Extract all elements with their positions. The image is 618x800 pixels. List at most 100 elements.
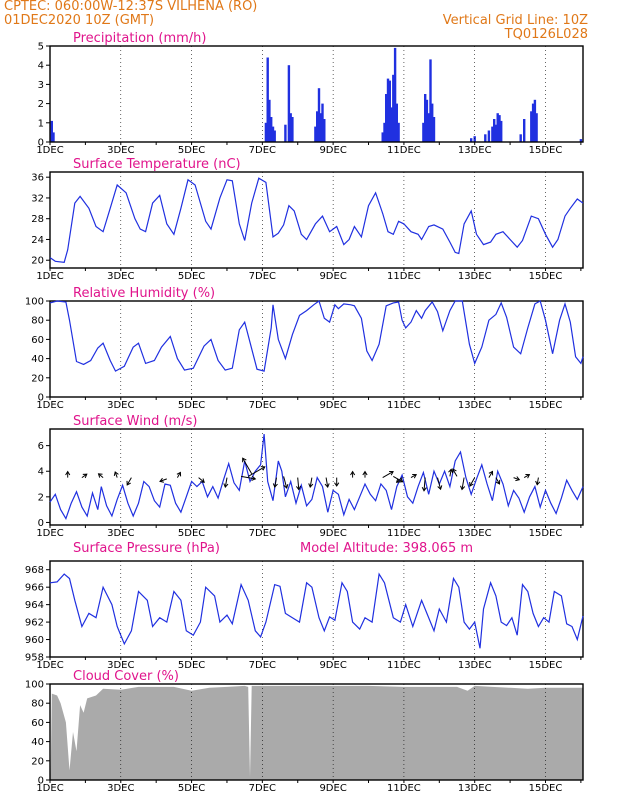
precip-bar bbox=[271, 126, 275, 142]
precip-bar bbox=[266, 57, 269, 142]
x-tick-label: 11DEC bbox=[387, 528, 421, 539]
x-tick-label: 7DEC bbox=[249, 783, 276, 794]
precip-bar bbox=[498, 115, 501, 142]
x-tick-label: 7DEC bbox=[249, 528, 276, 539]
x-tick-label: 1DEC bbox=[36, 145, 63, 156]
wind-vector-head bbox=[324, 483, 330, 489]
x-tick-label: 13DEC bbox=[458, 271, 492, 282]
wind-vector bbox=[449, 469, 452, 477]
wind-vector-head bbox=[308, 483, 314, 489]
wind-vector-head bbox=[159, 477, 165, 483]
station-title: CPTEC: 060:00W-12:37S VILHENA (RO) bbox=[4, 0, 258, 14]
y-tick-label: 40 bbox=[31, 354, 44, 365]
precip-bar bbox=[390, 107, 393, 142]
y-tick-label: 80 bbox=[31, 699, 44, 710]
x-tick-label: 11DEC bbox=[387, 400, 421, 411]
panel-frame bbox=[49, 428, 584, 526]
precip-bar bbox=[425, 99, 429, 142]
x-tick-label: 15DEC bbox=[529, 660, 563, 671]
precip-bar bbox=[314, 126, 317, 142]
x-tick-label: 7DEC bbox=[249, 145, 276, 156]
precip-bar bbox=[431, 103, 434, 142]
wind-vector-head bbox=[488, 470, 494, 476]
wind-vector bbox=[488, 471, 493, 478]
y-tick-label: 60 bbox=[31, 718, 44, 729]
x-tick-label: 11DEC bbox=[387, 783, 421, 794]
wind-vector bbox=[469, 477, 476, 487]
x-tick-label: 15DEC bbox=[529, 400, 563, 411]
wind-vector bbox=[81, 473, 88, 479]
y-tick-label: 962 bbox=[25, 618, 44, 629]
wind-vector bbox=[242, 457, 253, 475]
y-tick-label: 0 bbox=[38, 776, 44, 787]
y-tick-label: 20 bbox=[31, 756, 44, 767]
cloud-cover-area bbox=[50, 685, 583, 780]
precip-bar bbox=[397, 122, 400, 142]
panel-title-3: Surface Wind (m/s) bbox=[73, 414, 197, 429]
wind-vector bbox=[423, 477, 426, 491]
panel-frame bbox=[49, 560, 584, 658]
x-tick-label: 13DEC bbox=[458, 400, 492, 411]
wind-vector-head bbox=[437, 485, 443, 491]
series-line-2 bbox=[49, 300, 584, 372]
y-tick-label: 2 bbox=[38, 492, 44, 503]
y-tick-label: 40 bbox=[31, 737, 44, 748]
wind-vector-head bbox=[97, 473, 103, 478]
wind-vector-head bbox=[296, 485, 302, 491]
y-tick-label: 36 bbox=[31, 173, 44, 184]
x-tick-label: 5DEC bbox=[178, 271, 205, 282]
wind-vector bbox=[461, 477, 465, 490]
precip-bar bbox=[535, 113, 538, 142]
y-tick-label: 20 bbox=[31, 256, 44, 267]
precip-bar bbox=[270, 117, 273, 142]
x-tick-label: 15DEC bbox=[529, 528, 563, 539]
x-tick-label: 9DEC bbox=[319, 271, 346, 282]
wind-vector bbox=[176, 472, 181, 478]
precip-bar bbox=[287, 65, 291, 142]
wind-vector bbox=[247, 466, 266, 477]
y-tick-label: 80 bbox=[31, 316, 44, 327]
wind-vector-head bbox=[495, 479, 501, 485]
wind-vector-head bbox=[412, 474, 418, 479]
precip-bar bbox=[496, 113, 499, 142]
panel-subtitle-4: Model Altitude: 398.065 m bbox=[300, 541, 473, 556]
wind-vector bbox=[274, 477, 277, 488]
y-tick-label: 2 bbox=[38, 99, 44, 110]
x-tick-label: 5DEC bbox=[178, 660, 205, 671]
x-tick-label: 1DEC bbox=[36, 783, 63, 794]
precip-bar bbox=[424, 94, 427, 142]
x-tick-label: 13DEC bbox=[458, 660, 492, 671]
x-tick-label: 11DEC bbox=[387, 660, 421, 671]
x-tick-label: 11DEC bbox=[387, 271, 421, 282]
wind-vector-head bbox=[251, 475, 257, 481]
precip-bar bbox=[316, 111, 319, 142]
wind-vector-head bbox=[350, 470, 356, 476]
x-tick-label: 3DEC bbox=[107, 271, 134, 282]
series-line-4 bbox=[49, 572, 584, 649]
wind-vector bbox=[198, 477, 205, 483]
precip-bar bbox=[429, 59, 432, 142]
wind-vector bbox=[523, 474, 530, 479]
wind-vector bbox=[114, 471, 118, 478]
x-tick-label: 7DEC bbox=[249, 271, 276, 282]
wind-vector bbox=[382, 471, 394, 479]
y-tick-label: 0 bbox=[38, 393, 44, 404]
panel-frame bbox=[49, 300, 584, 398]
x-tick-label: 3DEC bbox=[107, 400, 134, 411]
precip-bar bbox=[317, 88, 321, 142]
wind-vector bbox=[452, 468, 458, 477]
precip-bar bbox=[427, 113, 430, 142]
precip-bar bbox=[386, 78, 390, 142]
x-tick-label: 3DEC bbox=[107, 145, 134, 156]
wind-vector bbox=[513, 477, 520, 481]
wind-vector-head bbox=[82, 473, 88, 479]
precip-bar bbox=[579, 139, 583, 142]
series-line-3 bbox=[49, 434, 584, 521]
precip-bar bbox=[487, 130, 491, 142]
precip-bar bbox=[392, 74, 395, 142]
precip-bar bbox=[284, 124, 287, 142]
run-date: 01DEC2020 10Z (GMT) bbox=[4, 13, 155, 28]
wind-vector bbox=[297, 477, 300, 490]
wind-vector-head bbox=[176, 471, 182, 477]
precip-bar bbox=[519, 134, 522, 142]
